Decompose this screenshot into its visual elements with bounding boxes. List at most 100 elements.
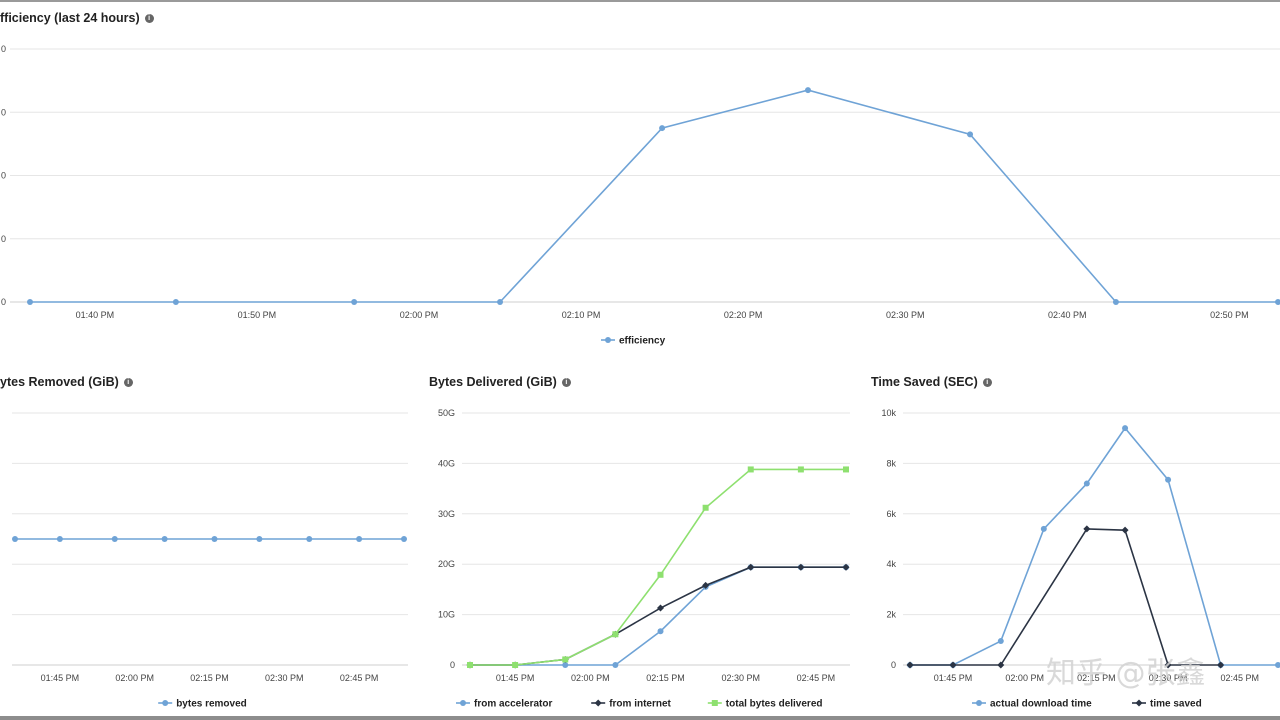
- efficiency-x-tick-label: 02:20 PM: [724, 310, 763, 320]
- time_saved-data-point: [1083, 480, 1090, 487]
- efficiency-data-point: [1275, 299, 1280, 305]
- bytes_removed-x-tick-label: 02:15 PM: [190, 673, 229, 683]
- efficiency-data-point: [172, 299, 179, 305]
- bytes_delivered-legend-label: total bytes delivered: [726, 699, 823, 710]
- info-icon[interactable]: i: [123, 377, 133, 387]
- efficiency-x-tick-label: 01:50 PM: [238, 310, 277, 320]
- time_saved-x-tick-label: 01:45 PM: [934, 673, 973, 683]
- efficiency-x-tick-label: 02:10 PM: [562, 310, 601, 320]
- time_saved-data-point: [997, 638, 1004, 645]
- time_saved-x-tick-label: 02:30 PM: [1149, 673, 1188, 683]
- time_saved-data-point: [1040, 525, 1047, 532]
- bytes_delivered-data-point: [562, 656, 569, 663]
- bytes_removed-x-tick-label: 02:00 PM: [115, 673, 154, 683]
- efficiency-y-tick-label: 0: [1, 107, 6, 117]
- bytes_delivered-data-point: [843, 466, 849, 473]
- bytes_delivered-x-tick-label: 02:00 PM: [571, 673, 610, 683]
- time_saved-x-tick-label: 02:15 PM: [1077, 673, 1116, 683]
- time_saved-y-tick-label: 8k: [886, 458, 896, 468]
- bytes_delivered-data-point: [467, 662, 473, 668]
- window-bottom-border: [0, 716, 1280, 720]
- time_saved-legend-marker: [976, 700, 982, 706]
- bytes_removed-data-point: [256, 536, 263, 542]
- window-top-border: [0, 0, 1280, 2]
- time_saved-data-point: [1217, 661, 1225, 669]
- bytes_delivered-series-line: [470, 566, 846, 666]
- bytes_delivered-x-tick-label: 01:45 PM: [496, 673, 535, 683]
- bytes_delivered-x-tick-label: 02:45 PM: [797, 673, 836, 683]
- efficiency-data-point: [351, 299, 358, 305]
- bytes_delivered-legend-marker: [594, 699, 602, 707]
- bytes_delivered-data-point: [612, 662, 619, 668]
- bytes_removed-data-point: [56, 536, 63, 542]
- bytes-delivered-title: Bytes Delivered (GiB) i: [429, 375, 571, 389]
- efficiency-data-point: [967, 131, 974, 138]
- efficiency-x-tick-label: 01:40 PM: [76, 310, 115, 320]
- time_saved-data-point: [949, 661, 957, 669]
- efficiency-x-tick-label: 02:40 PM: [1048, 310, 1087, 320]
- watermark: 知乎 @张鑫: [1046, 656, 1206, 691]
- bytes_removed-data-point: [161, 536, 168, 542]
- time_saved-y-tick-label: 0: [891, 660, 896, 670]
- efficiency-title: fficiency (last 24 hours) i: [0, 11, 154, 25]
- efficiency-x-tick-label: 02:30 PM: [886, 310, 925, 320]
- bytes_removed-data-point: [356, 536, 363, 542]
- bytes_removed-legend-marker: [162, 700, 169, 706]
- bytes_removed-x-tick-label: 02:45 PM: [340, 673, 379, 683]
- bytes_removed-data-point: [306, 536, 313, 542]
- efficiency-series-line: [30, 89, 1278, 303]
- efficiency-data-point: [1112, 299, 1119, 305]
- efficiency-data-point: [804, 87, 811, 94]
- bytes_removed-data-point: [111, 536, 118, 542]
- time_saved-data-point: [1083, 525, 1091, 533]
- efficiency-y-tick-label: 0: [1, 44, 6, 54]
- time_saved-data-point: [1121, 526, 1129, 534]
- time_saved-y-tick-label: 4k: [886, 559, 896, 569]
- efficiency-y-tick-label: 0: [1, 297, 6, 307]
- efficiency-data-point: [659, 125, 666, 132]
- bytes_removed-x-tick-label: 02:30 PM: [265, 673, 304, 683]
- bytes_removed-legend-label: bytes removed: [176, 699, 247, 710]
- time_saved-legend-label: actual download time: [990, 699, 1092, 710]
- bytes_delivered-y-tick-label: 50G: [438, 408, 455, 418]
- bytes_removed-data-point: [12, 536, 18, 542]
- info-icon[interactable]: i: [982, 377, 992, 387]
- time_saved-x-tick-label: 02:45 PM: [1221, 673, 1260, 683]
- time_saved-x-tick-label: 02:00 PM: [1005, 673, 1044, 683]
- bytes_delivered-y-tick-label: 30G: [438, 509, 455, 519]
- bytes_delivered-data-point: [797, 563, 805, 571]
- bytes_delivered-data-point: [657, 571, 664, 578]
- bytes_delivered-data-point: [657, 604, 665, 612]
- bytes_delivered-x-tick-label: 02:15 PM: [646, 673, 685, 683]
- time_saved-data-point: [1122, 425, 1129, 432]
- efficiency-legend-label: efficiency: [619, 336, 666, 347]
- bytes_delivered-legend-label: from internet: [609, 699, 671, 710]
- bytes_delivered-y-tick-label: 10G: [438, 610, 455, 620]
- time_saved-series-line: [910, 528, 1221, 666]
- info-icon[interactable]: i: [144, 13, 154, 23]
- time_saved-y-tick-label: 6k: [886, 509, 896, 519]
- time_saved-data-point: [1164, 661, 1172, 669]
- bytes_delivered-data-point: [797, 466, 804, 473]
- bytes_delivered-data-point: [747, 563, 755, 571]
- time_saved-data-point: [997, 661, 1005, 669]
- efficiency-y-tick-label: 0: [1, 234, 6, 244]
- efficiency-x-tick-label: 02:00 PM: [400, 310, 439, 320]
- bytes_delivered-y-tick-label: 0: [450, 660, 455, 670]
- efficiency-data-point: [27, 299, 33, 305]
- bytes_delivered-data-point: [747, 466, 754, 473]
- bytes_removed-data-point: [211, 536, 218, 542]
- bytes_delivered-legend-marker: [460, 700, 466, 706]
- time_saved-legend-marker: [1135, 699, 1143, 707]
- bytes_delivered-legend-marker: [711, 700, 718, 706]
- info-icon[interactable]: i: [561, 377, 571, 387]
- time_saved-data-point: [1165, 476, 1172, 483]
- bytes_delivered-y-tick-label: 20G: [438, 559, 455, 569]
- efficiency-x-tick-label: 02:50 PM: [1210, 310, 1249, 320]
- bytes_removed-data-point: [401, 536, 407, 542]
- time_saved-data-point: [1275, 662, 1280, 668]
- time_saved-data-point: [906, 661, 914, 669]
- bytes_delivered-data-point: [657, 628, 664, 635]
- efficiency-y-tick-label: 0: [1, 171, 6, 181]
